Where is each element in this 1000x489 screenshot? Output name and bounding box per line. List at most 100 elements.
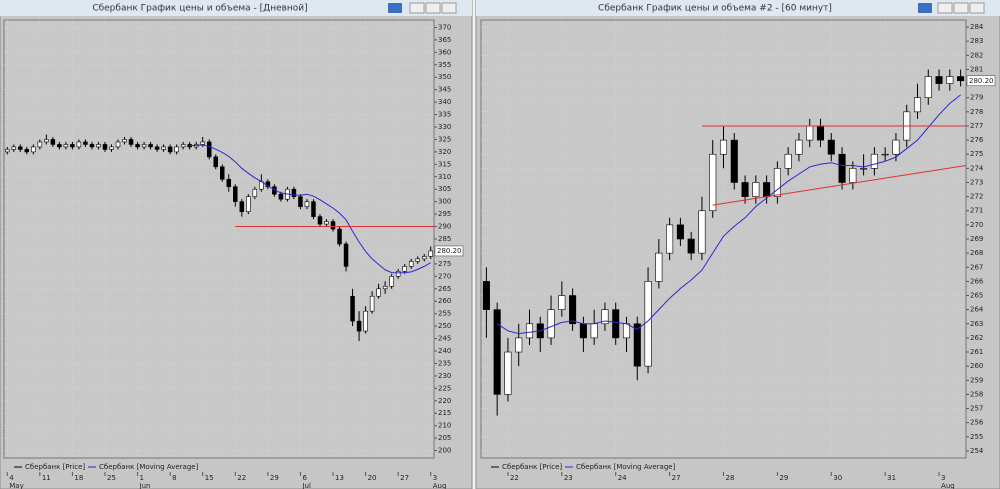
legend-label: Сбербанк [Moving Average] xyxy=(99,463,199,471)
y-tick-label: 267 xyxy=(970,263,983,271)
window-title: Сбербанк График цены и объема - [Дневной… xyxy=(92,4,307,14)
candle-body xyxy=(50,139,56,145)
y-tick-label: 210 xyxy=(438,422,451,430)
candle-body xyxy=(741,182,749,197)
candle-body xyxy=(644,281,652,367)
candle-body xyxy=(913,97,922,113)
x-month-label: Jun xyxy=(139,482,151,489)
y-tick-label: 265 xyxy=(438,285,451,293)
candle-body xyxy=(525,323,534,339)
candle-body xyxy=(838,153,846,183)
candle-body xyxy=(730,139,738,183)
legend-label: Сбербанк [Moving Average] xyxy=(576,463,676,471)
candle-body xyxy=(881,153,889,156)
y-tick-label: 335 xyxy=(438,111,451,119)
y-tick-label: 215 xyxy=(438,409,451,417)
y-tick-label: 235 xyxy=(438,359,451,367)
candle-body xyxy=(655,252,663,282)
candle-body xyxy=(226,178,232,188)
candle-body xyxy=(590,323,598,339)
y-tick-label: 274 xyxy=(970,164,984,172)
candle-body xyxy=(109,146,114,150)
x-tick-label: 27 xyxy=(672,474,681,482)
y-tick-label: 200 xyxy=(438,447,451,455)
candle-body xyxy=(18,146,23,150)
candle-body xyxy=(402,266,407,272)
y-tick-label: 365 xyxy=(438,36,451,44)
candle-body xyxy=(317,216,323,225)
x-tick-label: 3 xyxy=(433,474,437,482)
x-tick-label: 27 xyxy=(400,474,409,482)
pin-button[interactable] xyxy=(388,3,402,13)
minimize-button[interactable] xyxy=(409,2,425,14)
candle-body xyxy=(141,144,147,148)
candle-body xyxy=(278,193,284,200)
candle-body xyxy=(174,146,179,153)
close-button[interactable] xyxy=(441,2,457,14)
candle-body xyxy=(206,141,212,158)
candle-body xyxy=(122,139,127,143)
y-tick-label: 350 xyxy=(438,73,451,81)
y-tick-label: 258 xyxy=(970,390,983,398)
candle-body xyxy=(76,141,82,148)
x-month-label: Aug xyxy=(941,482,955,489)
x-tick-label: 1 xyxy=(140,474,144,482)
candle-body xyxy=(363,310,368,332)
candle-body xyxy=(612,309,620,339)
window-title: Сбербанк График цены и объема #2 - [60 м… xyxy=(598,4,832,14)
candle-body xyxy=(504,351,512,395)
candle-body xyxy=(246,196,251,212)
plot-area xyxy=(3,19,435,459)
y-tick-label: 270 xyxy=(438,272,451,280)
candle-body xyxy=(957,76,965,82)
last-price-box xyxy=(966,75,996,87)
title-bar xyxy=(0,0,472,16)
y-tick-label: 282 xyxy=(970,51,983,59)
candle-body xyxy=(239,201,245,212)
candle-body xyxy=(70,144,75,148)
candle-body xyxy=(806,125,814,141)
y-tick-label: 360 xyxy=(438,48,451,56)
x-tick-label: 11 xyxy=(42,474,51,482)
y-tick-label: 271 xyxy=(970,207,983,215)
y-tick-label: 290 xyxy=(438,223,451,231)
candle-body xyxy=(200,141,205,145)
close-button[interactable] xyxy=(969,2,985,14)
last-price-label: 280.20 xyxy=(437,247,462,255)
y-tick-label: 275 xyxy=(970,150,983,158)
y-tick-label: 205 xyxy=(438,434,451,442)
last-price-box xyxy=(434,245,464,257)
candle-body xyxy=(135,144,140,148)
y-tick-label: 263 xyxy=(970,320,983,328)
legend-label: Сбербанк [Price] xyxy=(502,463,562,471)
candle-body xyxy=(515,337,523,353)
candle-body xyxy=(330,221,336,230)
y-tick-label: 266 xyxy=(970,277,984,285)
candle-body xyxy=(356,320,362,332)
candle-body xyxy=(719,139,728,155)
y-tick-label: 305 xyxy=(438,185,451,193)
x-tick-label: 23 xyxy=(564,474,573,482)
x-tick-label: 30 xyxy=(833,474,842,482)
x-tick-label: 22 xyxy=(510,474,519,482)
maximize-button[interactable] xyxy=(953,2,969,14)
x-tick-label: 31 xyxy=(887,474,896,482)
candle-body xyxy=(493,309,501,395)
candle-body xyxy=(11,146,17,150)
maximize-button[interactable] xyxy=(425,2,441,14)
y-tick-label: 281 xyxy=(970,65,983,73)
x-tick-label: 29 xyxy=(779,474,788,482)
candle-body xyxy=(924,76,932,99)
candle-body xyxy=(622,323,631,339)
candle-body xyxy=(816,125,825,141)
y-tick-label: 255 xyxy=(970,433,983,441)
y-tick-label: 272 xyxy=(970,193,983,201)
pin-button[interactable] xyxy=(918,3,932,13)
y-tick-label: 250 xyxy=(438,322,451,330)
candle-body xyxy=(709,153,717,212)
candle-body xyxy=(687,238,695,254)
candle-body xyxy=(213,156,218,168)
y-tick-label: 330 xyxy=(438,123,451,131)
minimize-button[interactable] xyxy=(937,2,953,14)
